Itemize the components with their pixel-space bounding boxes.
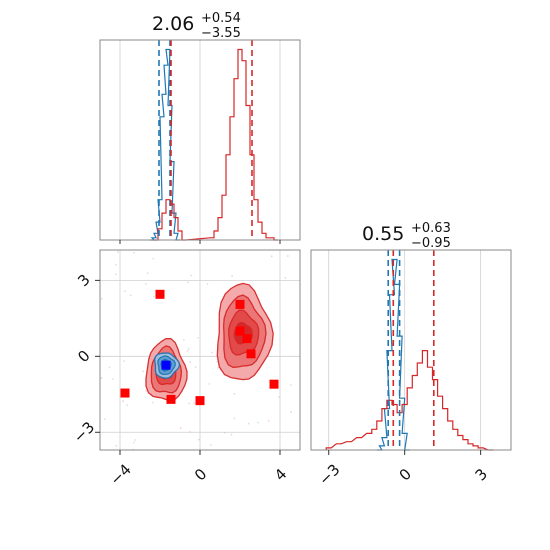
background-sample-point [233,417,236,420]
background-sample-point [111,377,114,380]
background-sample-point [115,444,118,447]
title-right: 0.55 +0.63 −0.95 [362,221,451,251]
background-sample-point [153,295,155,298]
background-sample-point [151,401,154,404]
background-sample-point [233,392,236,395]
background-sample-point [145,282,147,285]
background-sample-point [197,336,199,339]
right-hist-series-1 [325,350,494,451]
red-marker-7 [166,394,176,404]
background-sample-point [103,418,106,421]
marginal-histogram-right: −3 0 3 [310,249,512,489]
background-sample-point [278,396,281,399]
title-top-minus: −3.55 [201,26,241,41]
background-sample-point [114,273,117,276]
right-frame [310,249,512,451]
background-sample-point [257,421,260,424]
background-sample-point [189,431,191,433]
background-sample-point [182,339,185,341]
ytick-label-0: −3 [70,418,98,446]
title-top-value: 2.06 [152,13,194,35]
red-marker-3 [242,334,252,344]
background-sample-point [133,251,135,254]
marginal-histogram-top [99,39,301,244]
background-sample-point [286,255,289,257]
red-marker-1 [235,299,245,309]
background-sample-point [189,361,192,364]
background-sample-point [210,444,212,447]
xtick-label-0: −4 [107,461,135,489]
right-xtick-label-2: 3 [472,465,491,484]
xtick-label-1: 0 [191,465,210,484]
right-xtick-label-1: 0 [396,465,415,484]
red-marker-8 [195,396,205,406]
joint-scatter-panel: −4 0 4 −3 0 3 [70,249,301,489]
background-sample-point [187,347,190,350]
blue-marker [161,360,171,370]
title-right-plus: +0.63 [411,221,451,236]
background-sample-point [122,400,124,403]
background-sample-point [132,441,135,444]
background-sample-point [284,277,287,279]
background-sample-point [290,384,292,386]
background-sample-point [186,349,189,352]
red-marker-2 [235,326,245,336]
xtick-label-2: 4 [271,465,290,484]
background-sample-point [211,351,213,354]
background-sample-point [129,294,132,297]
background-sample-point [152,257,155,260]
background-sample-point [197,438,200,441]
title-top: 2.06 +0.54 −3.55 [152,11,241,41]
right-xtick-label-0: −3 [315,461,343,489]
background-sample-point [194,366,197,368]
background-sample-point [126,404,129,407]
background-sample-point [124,290,126,293]
background-sample-point [216,366,219,369]
top-hist-series-0 [150,48,180,241]
background-sample-point [206,282,209,285]
background-sample-point [179,427,182,430]
background-sample-point [270,255,273,258]
background-sample-point [146,272,149,275]
background-sample-point [190,274,193,277]
background-sample-point [231,275,233,277]
background-sample-point [290,411,293,414]
title-right-value: 0.55 [362,223,404,245]
background-sample-point [115,263,117,266]
background-sample-point [108,366,111,369]
background-sample-point [216,360,219,363]
background-sample-point [186,281,189,284]
red-marker-4 [246,349,256,359]
background-sample-point [100,377,103,379]
background-sample-point [116,250,119,253]
ytick-label-2: 3 [74,271,93,290]
background-sample-point [142,370,144,373]
red-marker-0 [155,289,165,299]
red-marker-5 [269,379,279,389]
background-sample-point [267,419,270,422]
background-sample-point [223,431,226,434]
background-sample-point [145,389,147,392]
background-sample-point [208,383,211,385]
background-sample-point [247,422,250,425]
background-sample-point [134,439,137,441]
background-sample-point [188,402,191,405]
red-marker-6 [120,388,130,398]
background-sample-point [100,297,103,300]
title-top-plus: +0.54 [201,11,241,26]
title-right-minus: −0.95 [411,236,451,251]
background-sample-point [230,433,233,436]
ytick-label-1: 0 [74,347,93,366]
background-sample-point [123,360,126,363]
background-sample-point [193,401,196,404]
